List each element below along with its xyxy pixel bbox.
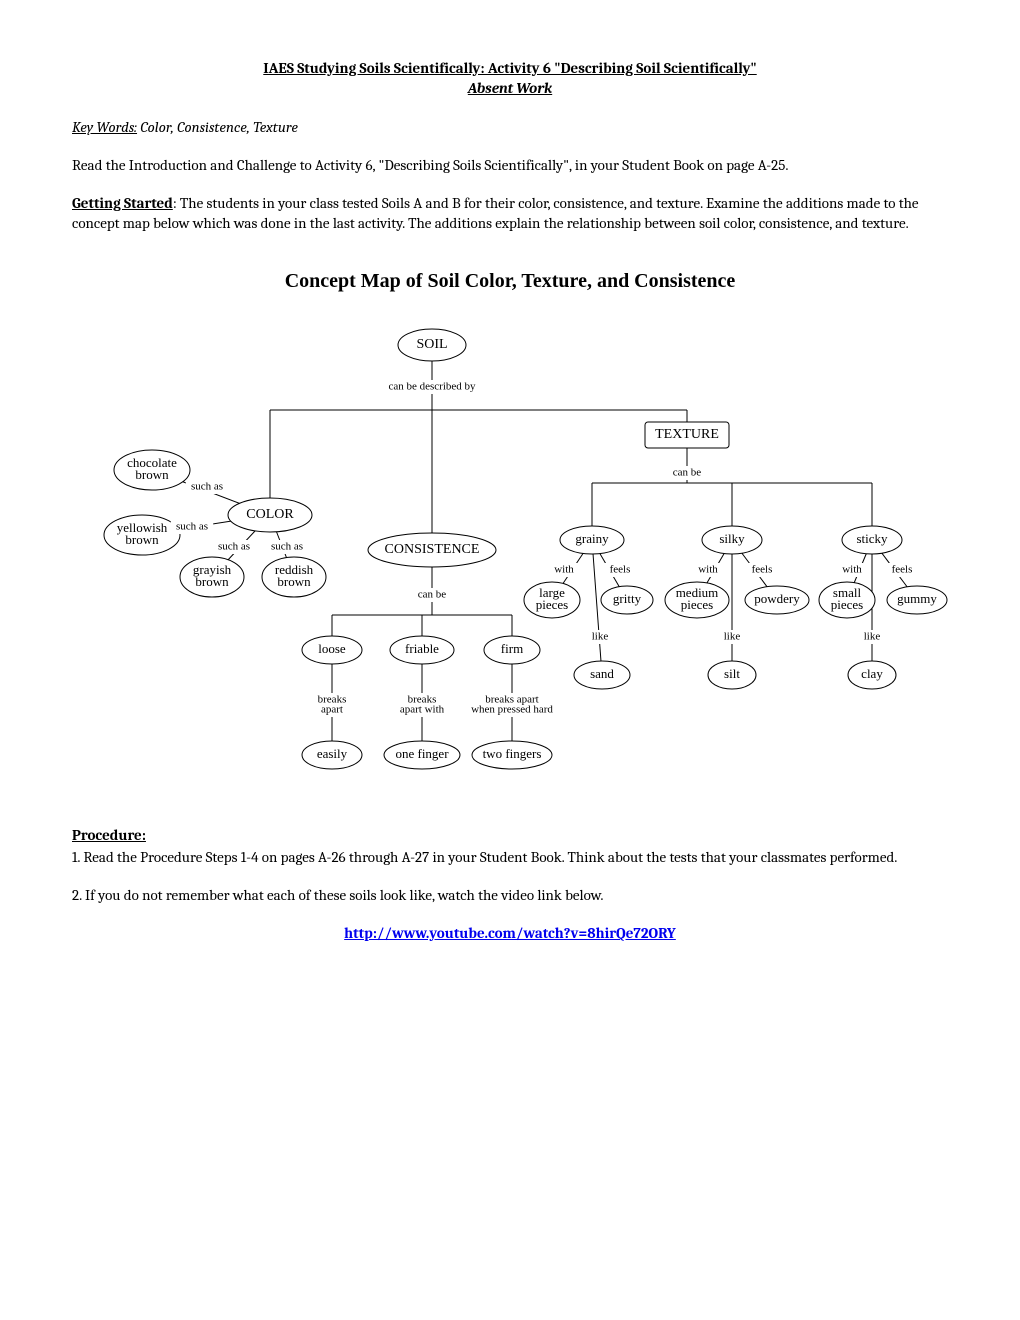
svg-text:firm: firm [501,640,523,655]
keywords-label: Key Words: [72,118,137,136]
document-title: IAES Studying Soils Scientifically: Acti… [72,58,948,78]
svg-text:can be: can be [673,466,702,478]
keywords-value: Color, Consistence, Texture [137,118,298,136]
svg-text:SOIL: SOIL [416,337,447,352]
svg-text:friable: friable [405,640,439,655]
svg-text:COLOR: COLOR [246,507,294,522]
svg-text:apart with: apart with [400,703,445,715]
svg-text:with: with [698,563,718,575]
svg-text:clay: clay [861,665,883,680]
svg-text:CONSISTENCE: CONSISTENCE [385,542,480,557]
svg-text:such as: such as [271,540,303,552]
svg-text:like: like [592,630,609,642]
svg-text:such as: such as [176,520,208,532]
svg-text:with: with [554,563,574,575]
svg-text:like: like [864,630,881,642]
keywords-line: Key Words: Color, Consistence, Texture [72,117,948,137]
svg-text:easily: easily [317,745,348,760]
concept-map-title: Concept Map of Soil Color, Texture, and … [72,268,948,295]
procedure-label: Procedure: [72,826,146,844]
video-link-line: http://www.youtube.com/watch?v=8hirQe72O… [72,923,948,943]
getting-started-text: : The students in your class tested Soil… [72,194,919,232]
svg-text:feels: feels [892,563,913,575]
document-subtitle: Absent Work [72,78,948,98]
svg-text:powdery: powdery [754,590,800,605]
svg-text:silt: silt [724,665,740,680]
procedure-list: 1. Read the Procedure Steps 1-4 on pages… [72,847,948,906]
video-link[interactable]: http://www.youtube.com/watch?v=8hirQe72O… [344,924,676,942]
svg-text:feels: feels [610,563,631,575]
svg-text:gummy: gummy [897,590,937,605]
concept-map-diagram: SOILTEXTURECOLORCONSISTENCEchocolatebrow… [72,315,952,795]
svg-text:brown: brown [277,573,311,588]
procedure-item: 2. If you do not remember what each of t… [72,885,948,905]
svg-text:such as: such as [218,540,250,552]
procedure-item: 1. Read the Procedure Steps 1-4 on pages… [72,847,948,867]
intro-paragraph: Read the Introduction and Challenge to A… [72,155,948,175]
svg-text:sticky: sticky [856,530,888,545]
svg-text:pieces: pieces [681,596,713,611]
svg-text:gritty: gritty [613,590,642,605]
svg-text:sand: sand [590,665,614,680]
svg-text:TEXTURE: TEXTURE [655,427,719,442]
svg-text:grainy: grainy [575,530,609,545]
svg-text:one finger: one finger [395,745,449,760]
svg-text:with: with [842,563,862,575]
svg-text:silky: silky [719,530,745,545]
svg-text:such as: such as [191,480,223,492]
getting-started-paragraph: Getting Started: The students in your cl… [72,193,948,234]
svg-text:brown: brown [135,466,169,481]
svg-text:apart: apart [321,703,343,715]
svg-text:can be: can be [418,588,447,600]
svg-text:when pressed hard: when pressed hard [471,703,553,715]
svg-text:loose: loose [318,640,346,655]
svg-text:brown: brown [195,573,229,588]
edge-labels-layer: can be described by can be such as such as s… [171,380,918,717]
getting-started-label: Getting Started [72,194,173,212]
svg-text:brown: brown [125,531,159,546]
svg-text:two fingers: two fingers [483,745,542,760]
svg-text:pieces: pieces [831,596,863,611]
svg-text:feels: feels [752,563,773,575]
svg-text:like: like [724,630,741,642]
svg-text:pieces: pieces [536,596,568,611]
svg-text:can be described by: can be described by [388,380,476,392]
